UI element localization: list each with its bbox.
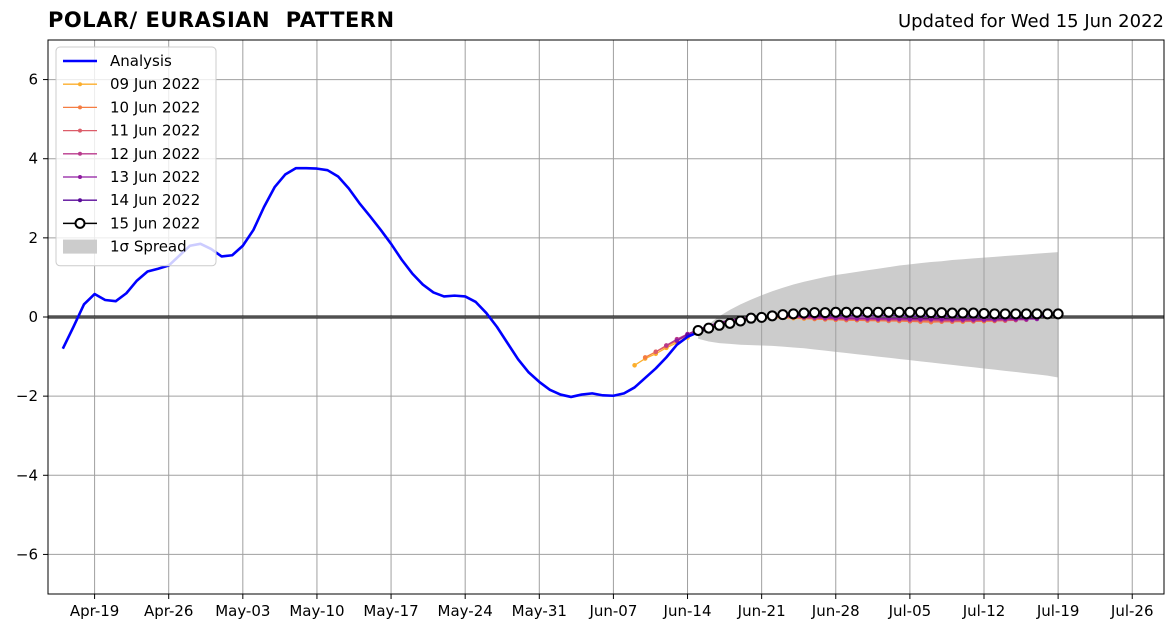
legend-label-13-jun-2022: 13 Jun 2022 — [110, 168, 200, 186]
point-15-jun-2022-21 — [914, 306, 926, 318]
legend-label-analysis: Analysis — [110, 52, 172, 70]
x-tick-label-6: May-31 — [512, 602, 567, 620]
legend-box — [55, 46, 217, 267]
x-tick-label-5: May-24 — [438, 602, 493, 620]
x-tick-label-0: Apr-19 — [70, 602, 120, 620]
legend-label-11-jun-2022: 11 Jun 2022 — [110, 122, 200, 140]
point-15-jun-2022-8 — [777, 309, 789, 321]
legend-marker-12-jun-2022 — [78, 151, 82, 156]
x-tick-label-13: Jul-19 — [1036, 602, 1080, 620]
point-15-jun-2022-20 — [904, 306, 916, 318]
x-tick-label-9: Jun-21 — [737, 602, 786, 620]
point-15-jun-2022-33 — [1042, 308, 1054, 320]
legend-label-12-jun-2022: 12 Jun 2022 — [110, 145, 200, 163]
legend-label-09-jun-2022: 09 Jun 2022 — [110, 75, 200, 93]
y-tick-label-3: 0 — [28, 308, 38, 326]
chart-updated-date: Updated for Wed 15 Jun 2022 — [897, 11, 1164, 32]
point-13-jun-2022-0 — [674, 338, 680, 344]
point-15-jun-2022-5 — [745, 312, 757, 324]
legend-label-1-spread: 1σ Spread — [110, 238, 187, 256]
x-tick-label-1: Apr-26 — [144, 602, 194, 620]
point-11-jun-2022-0 — [653, 349, 659, 355]
point-15-jun-2022-19 — [893, 306, 905, 318]
legend-marker-10-jun-2022 — [78, 105, 82, 110]
y-tick-label-1: 4 — [28, 150, 38, 168]
x-tick-label-3: May-10 — [289, 602, 344, 620]
point-15-jun-2022-18 — [883, 306, 895, 318]
point-15-jun-2022-10 — [798, 307, 810, 319]
x-tick-label-10: Jun-28 — [811, 602, 860, 620]
point-15-jun-2022-32 — [1031, 308, 1043, 320]
legend-marker-15-jun-2022 — [74, 217, 86, 229]
legend-marker-14-jun-2022 — [78, 198, 82, 203]
point-15-jun-2022-27 — [978, 307, 990, 319]
point-15-jun-2022-17 — [872, 306, 884, 318]
point-15-jun-2022-28 — [989, 308, 1001, 320]
point-12-jun-2022-0 — [664, 343, 669, 348]
point-09-jun-2022-0 — [632, 362, 637, 368]
point-15-jun-2022-13 — [830, 306, 842, 318]
x-tick-label-4: May-17 — [363, 602, 418, 620]
legend-marker-13-jun-2022 — [78, 175, 82, 179]
x-tick-label-11: Jul-05 — [888, 602, 932, 620]
legend-marker-09-jun-2022 — [78, 82, 82, 87]
x-tick-label-14: Jul-26 — [1110, 602, 1154, 620]
x-tick-label-2: May-03 — [215, 602, 270, 620]
point-15-jun-2022-4 — [734, 315, 746, 327]
y-tick-label-6: −6 — [16, 545, 38, 563]
legend: Analysis 09 Jun 2022 10 Jun 2022 11 Jun 202… — [55, 46, 217, 267]
point-15-jun-2022-12 — [819, 307, 831, 319]
chart-title: POLAR/ EURASIAN PATTERN — [48, 8, 395, 32]
point-15-jun-2022-3 — [724, 317, 736, 329]
point-15-jun-2022-16 — [862, 306, 874, 318]
point-10-jun-2022-0 — [642, 355, 648, 360]
point-15-jun-2022-25 — [957, 307, 969, 319]
point-15-jun-2022-34 — [1052, 308, 1064, 320]
point-15-jun-2022-30 — [1010, 308, 1022, 320]
series-layer — [61, 166, 1064, 399]
point-15-jun-2022-22 — [925, 307, 937, 319]
point-15-jun-2022-26 — [967, 307, 979, 319]
point-15-jun-2022-31 — [1020, 308, 1032, 320]
y-tick-label-2: 2 — [28, 229, 38, 247]
x-tick-label-8: Jun-14 — [663, 602, 712, 620]
legend-label-10-jun-2022: 10 Jun 2022 — [110, 98, 200, 116]
point-15-jun-2022-2 — [713, 319, 725, 331]
x-tick-label-12: Jul-12 — [962, 602, 1006, 620]
legend-swatch-1-spread — [63, 239, 97, 254]
point-15-jun-2022-6 — [756, 311, 768, 323]
point-15-jun-2022-15 — [851, 306, 863, 318]
legend-marker-11-jun-2022 — [78, 128, 82, 133]
point-15-jun-2022-1 — [703, 322, 715, 334]
y-tick-label-0: 6 — [28, 71, 38, 89]
point-15-jun-2022-29 — [999, 308, 1011, 320]
point-15-jun-2022-9 — [787, 308, 799, 320]
point-15-jun-2022-11 — [809, 307, 821, 319]
x-tick-label-7: Jun-07 — [588, 602, 637, 620]
point-15-jun-2022-0 — [692, 324, 704, 336]
axes-layer: Apr-19 Apr-26 May-03 May-10 May-17 May-24 May-… — [16, 39, 1165, 620]
point-15-jun-2022-24 — [946, 307, 958, 319]
point-15-jun-2022-23 — [936, 307, 948, 319]
y-tick-label-5: −4 — [16, 466, 38, 484]
y-tick-label-4: −2 — [16, 387, 38, 405]
legend-label-15-jun-2022: 15 Jun 2022 — [110, 214, 200, 232]
point-15-jun-2022-7 — [766, 310, 778, 322]
legend-label-14-jun-2022: 14 Jun 2022 — [110, 191, 200, 209]
point-15-jun-2022-14 — [840, 306, 852, 318]
